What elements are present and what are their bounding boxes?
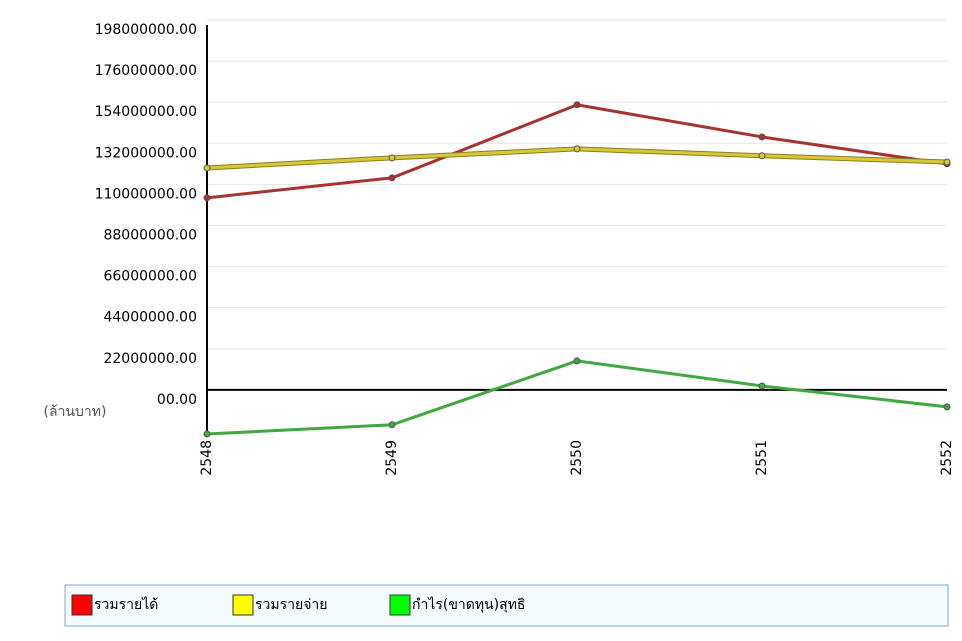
legend-label: รวมรายได้: [94, 596, 158, 613]
legend-box: [64, 584, 949, 627]
y-tick-label: 110000000.00: [95, 186, 197, 202]
series-point: [203, 194, 211, 202]
legend-swatch: [389, 594, 411, 616]
series-point: [203, 164, 211, 172]
y-tick-label: 154000000.00: [95, 104, 197, 120]
legend-label: รวมรายจ่าย: [255, 597, 327, 613]
legend-swatch: [232, 594, 254, 616]
series-point: [388, 154, 396, 162]
series-point: [943, 403, 951, 411]
series-point: [758, 133, 766, 141]
y-tick-label: 176000000.00: [95, 63, 197, 79]
y-unit-label: (ล้านบาท): [44, 404, 107, 420]
series-point: [758, 382, 766, 390]
series-point: [943, 158, 951, 166]
x-tick-label: 2550: [569, 440, 585, 476]
y-tick-label: 66000000.00: [103, 269, 197, 285]
y-tick-label: 88000000.00: [103, 227, 197, 243]
series-point: [388, 174, 396, 182]
legend-swatch: [71, 594, 93, 616]
x-tick-label: 2552: [939, 440, 955, 476]
y-tick-label: 00.00: [157, 392, 197, 408]
x-tick-label: 2548: [199, 440, 215, 476]
series-point: [573, 145, 581, 153]
y-tick-label: 44000000.00: [103, 310, 197, 326]
y-tick-label: 22000000.00: [103, 351, 197, 367]
y-tick-label: 132000000.00: [95, 145, 197, 161]
series-point: [203, 430, 211, 438]
x-tick-label: 2551: [754, 440, 770, 476]
series-point: [758, 152, 766, 160]
y-tick-label: 198000000.00: [95, 22, 197, 38]
x-tick-label: 2549: [384, 440, 400, 476]
series-point: [573, 357, 581, 365]
series-point: [573, 101, 581, 109]
legend-label: กำไร(ขาดทุน)สุทธิ: [412, 596, 525, 613]
series-point: [388, 421, 396, 429]
